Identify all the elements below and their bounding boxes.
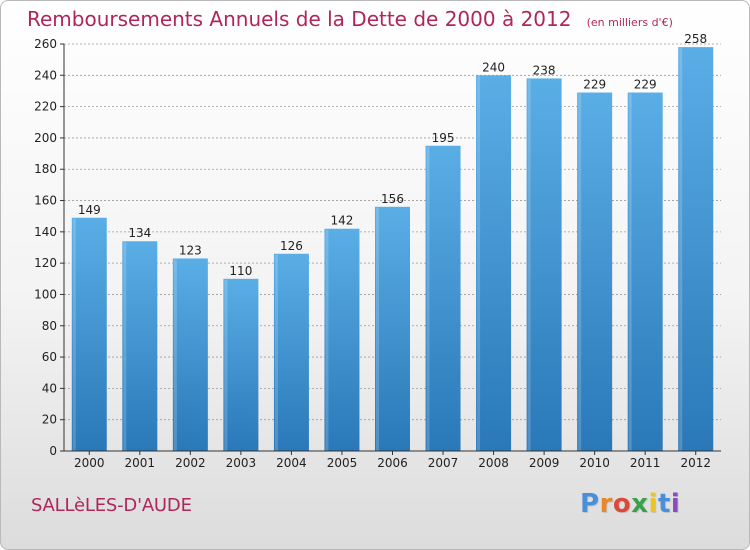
bar-2011 bbox=[627, 92, 663, 452]
x-tick-label: 2006 bbox=[377, 456, 408, 470]
bar-highlight bbox=[376, 207, 379, 451]
bar-2001 bbox=[122, 241, 158, 451]
y-tick-label: 100 bbox=[34, 287, 57, 301]
bar-highlight bbox=[274, 254, 278, 451]
bar-2008 bbox=[476, 75, 512, 452]
chart-title: Remboursements Annuels de la Dette de 20… bbox=[27, 7, 673, 31]
x-tick-label: 2009 bbox=[529, 456, 560, 470]
bar-2006 bbox=[375, 206, 410, 451]
value-label: 229 bbox=[634, 78, 657, 92]
x-tick-label: 2002 bbox=[175, 456, 206, 470]
bar-2003 bbox=[223, 278, 259, 451]
bar-2000 bbox=[71, 217, 107, 451]
value-label: 156 bbox=[381, 192, 404, 206]
value-label: 229 bbox=[583, 78, 606, 92]
value-label: 126 bbox=[280, 239, 303, 253]
logo-letter: i bbox=[648, 489, 658, 519]
x-tick-label: 2010 bbox=[579, 456, 610, 470]
axis-layer: 0 20 40 60 80 100 120 140 160 180 200 220 240 260 2000… bbox=[34, 37, 721, 470]
y-tick-label: 180 bbox=[34, 162, 57, 176]
value-label: 110 bbox=[229, 264, 252, 278]
logo-letter: r bbox=[599, 489, 613, 519]
value-label: 238 bbox=[533, 63, 556, 77]
commune-name: SALLèLES-D'AUDE bbox=[31, 495, 192, 516]
y-tick-label: 60 bbox=[42, 350, 57, 364]
bar-highlight bbox=[679, 48, 683, 451]
y-tick-label: 260 bbox=[34, 37, 57, 51]
x-tick-label: 2001 bbox=[125, 456, 156, 470]
bar-highlight bbox=[578, 93, 582, 452]
bar-highlight bbox=[325, 229, 329, 451]
value-label: 149 bbox=[78, 203, 101, 217]
x-tick-label: 2011 bbox=[630, 456, 661, 470]
y-tick-label: 20 bbox=[42, 413, 57, 427]
bar-highlight bbox=[527, 79, 531, 451]
logo-letter: o bbox=[612, 489, 632, 519]
y-tick-label: 40 bbox=[42, 381, 57, 395]
y-tick-label: 160 bbox=[34, 194, 57, 208]
value-label: 142 bbox=[331, 214, 354, 228]
bar-highlight bbox=[173, 259, 177, 451]
x-tick-label: 2008 bbox=[478, 456, 509, 470]
y-tick-label: 120 bbox=[34, 256, 57, 270]
value-label: 240 bbox=[482, 60, 505, 74]
x-tick-label: 2005 bbox=[327, 456, 358, 470]
logo-letter: t bbox=[657, 489, 671, 519]
x-tick-label: 2000 bbox=[74, 456, 105, 470]
bar-highlight bbox=[477, 76, 481, 452]
bar-2007 bbox=[425, 145, 461, 451]
title-unit: (en milliers d'€) bbox=[586, 16, 673, 29]
logo-letter: i bbox=[670, 489, 681, 519]
bar-2004 bbox=[273, 253, 309, 451]
y-tick-label: 0 bbox=[49, 444, 57, 458]
x-tick-label: 2004 bbox=[276, 456, 307, 470]
y-tick-label: 200 bbox=[34, 131, 57, 145]
logo-letter: x bbox=[631, 489, 649, 519]
bar-2010 bbox=[577, 92, 613, 452]
value-label: 195 bbox=[432, 131, 455, 145]
bar-2005 bbox=[324, 228, 360, 451]
bar-2009 bbox=[526, 78, 562, 451]
y-tick-label: 140 bbox=[34, 225, 57, 239]
bar-2002 bbox=[172, 258, 208, 451]
value-label: 258 bbox=[684, 32, 707, 46]
x-tick-label: 2003 bbox=[226, 456, 257, 470]
label-layer: 149 134 123 110 126 142 156 195 240 238 229 229 258 bbox=[78, 32, 707, 278]
bar-highlight bbox=[123, 242, 127, 451]
y-tick-label: 220 bbox=[34, 100, 57, 114]
bar-highlight bbox=[628, 93, 632, 452]
x-tick-label: 2012 bbox=[680, 456, 711, 470]
x-tick-label: 2007 bbox=[428, 456, 459, 470]
bar-highlight bbox=[72, 218, 76, 451]
y-tick-label: 240 bbox=[34, 68, 57, 82]
logo-letter: P bbox=[580, 489, 600, 519]
value-label: 134 bbox=[128, 226, 151, 240]
value-label: 123 bbox=[179, 243, 202, 257]
bar-highlight bbox=[426, 146, 430, 451]
bar-highlight bbox=[224, 279, 228, 451]
bar-layer bbox=[71, 47, 714, 452]
y-tick-label: 80 bbox=[42, 319, 57, 333]
proxiti-logo: Proxiti bbox=[580, 489, 680, 519]
title-main: Remboursements Annuels de la Dette de 20… bbox=[27, 7, 572, 31]
bar-2012 bbox=[678, 47, 714, 451]
